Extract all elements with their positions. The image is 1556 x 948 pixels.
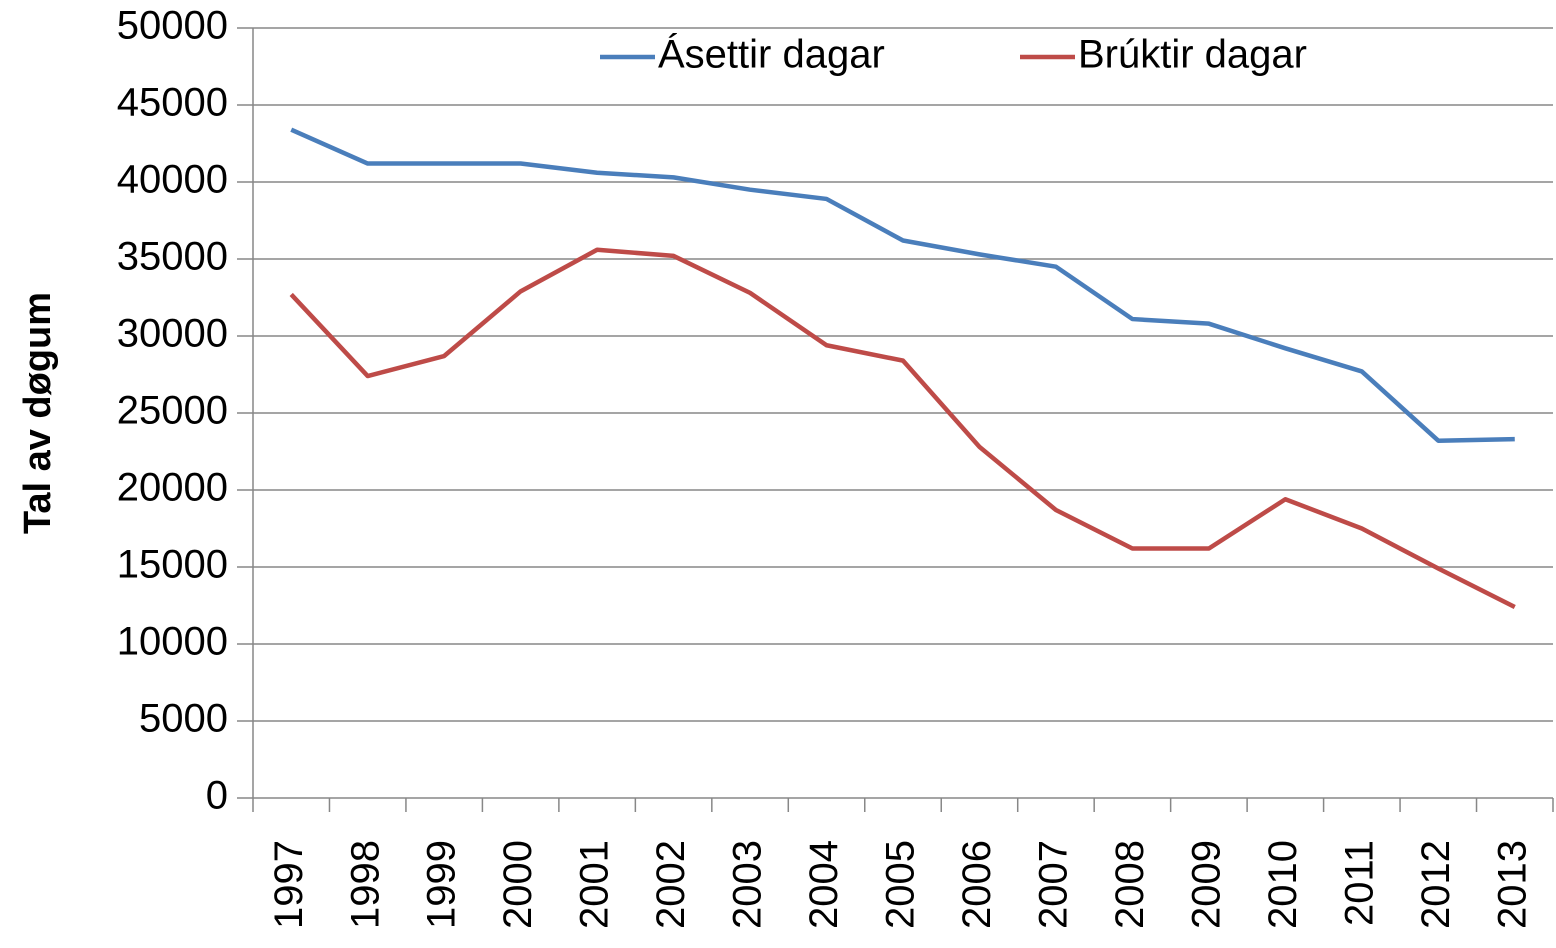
y-tick-label: 25000 xyxy=(117,389,228,433)
legend-label: Ásettir dagar xyxy=(658,32,885,77)
y-tick-label: 20000 xyxy=(117,466,228,510)
x-tick-label: 2005 xyxy=(879,840,923,929)
x-tick-label: 2001 xyxy=(573,840,617,929)
y-tick-label: 30000 xyxy=(117,312,228,356)
x-tick-label: 2008 xyxy=(1108,840,1152,929)
x-tick-label: 1999 xyxy=(420,840,464,929)
y-tick-label: 40000 xyxy=(117,158,228,202)
y-tick-label: 45000 xyxy=(117,81,228,125)
x-tick-label: 2002 xyxy=(649,840,693,929)
y-tick-label: 10000 xyxy=(117,620,228,664)
y-tick-label: 35000 xyxy=(117,235,228,279)
x-tick-label: 2009 xyxy=(1184,840,1228,929)
x-tick-label: 1998 xyxy=(343,840,387,929)
x-tick-label: 2012 xyxy=(1414,840,1458,929)
x-tick-label: 2000 xyxy=(496,840,540,929)
x-tick-label: 2006 xyxy=(955,840,999,929)
x-tick-label: 2007 xyxy=(1032,840,1076,929)
x-tick-label: 2010 xyxy=(1261,840,1305,929)
series-line xyxy=(289,247,1516,610)
x-tick-label: 1997 xyxy=(267,840,311,929)
series-line xyxy=(290,127,1515,443)
x-tick-label: 2003 xyxy=(726,840,770,929)
y-tick-label: 5000 xyxy=(139,697,228,741)
x-tick-label: 2013 xyxy=(1490,840,1534,929)
y-tick-label: 50000 xyxy=(117,4,228,48)
x-tick-label: 2011 xyxy=(1337,840,1381,926)
y-tick-label: 15000 xyxy=(117,543,228,587)
y-axis-label: Tal av døgum xyxy=(17,292,59,534)
x-tick-label: 2004 xyxy=(802,840,846,929)
legend-label: Brúktir dagar xyxy=(1078,33,1307,77)
y-tick-label: 0 xyxy=(206,774,228,818)
